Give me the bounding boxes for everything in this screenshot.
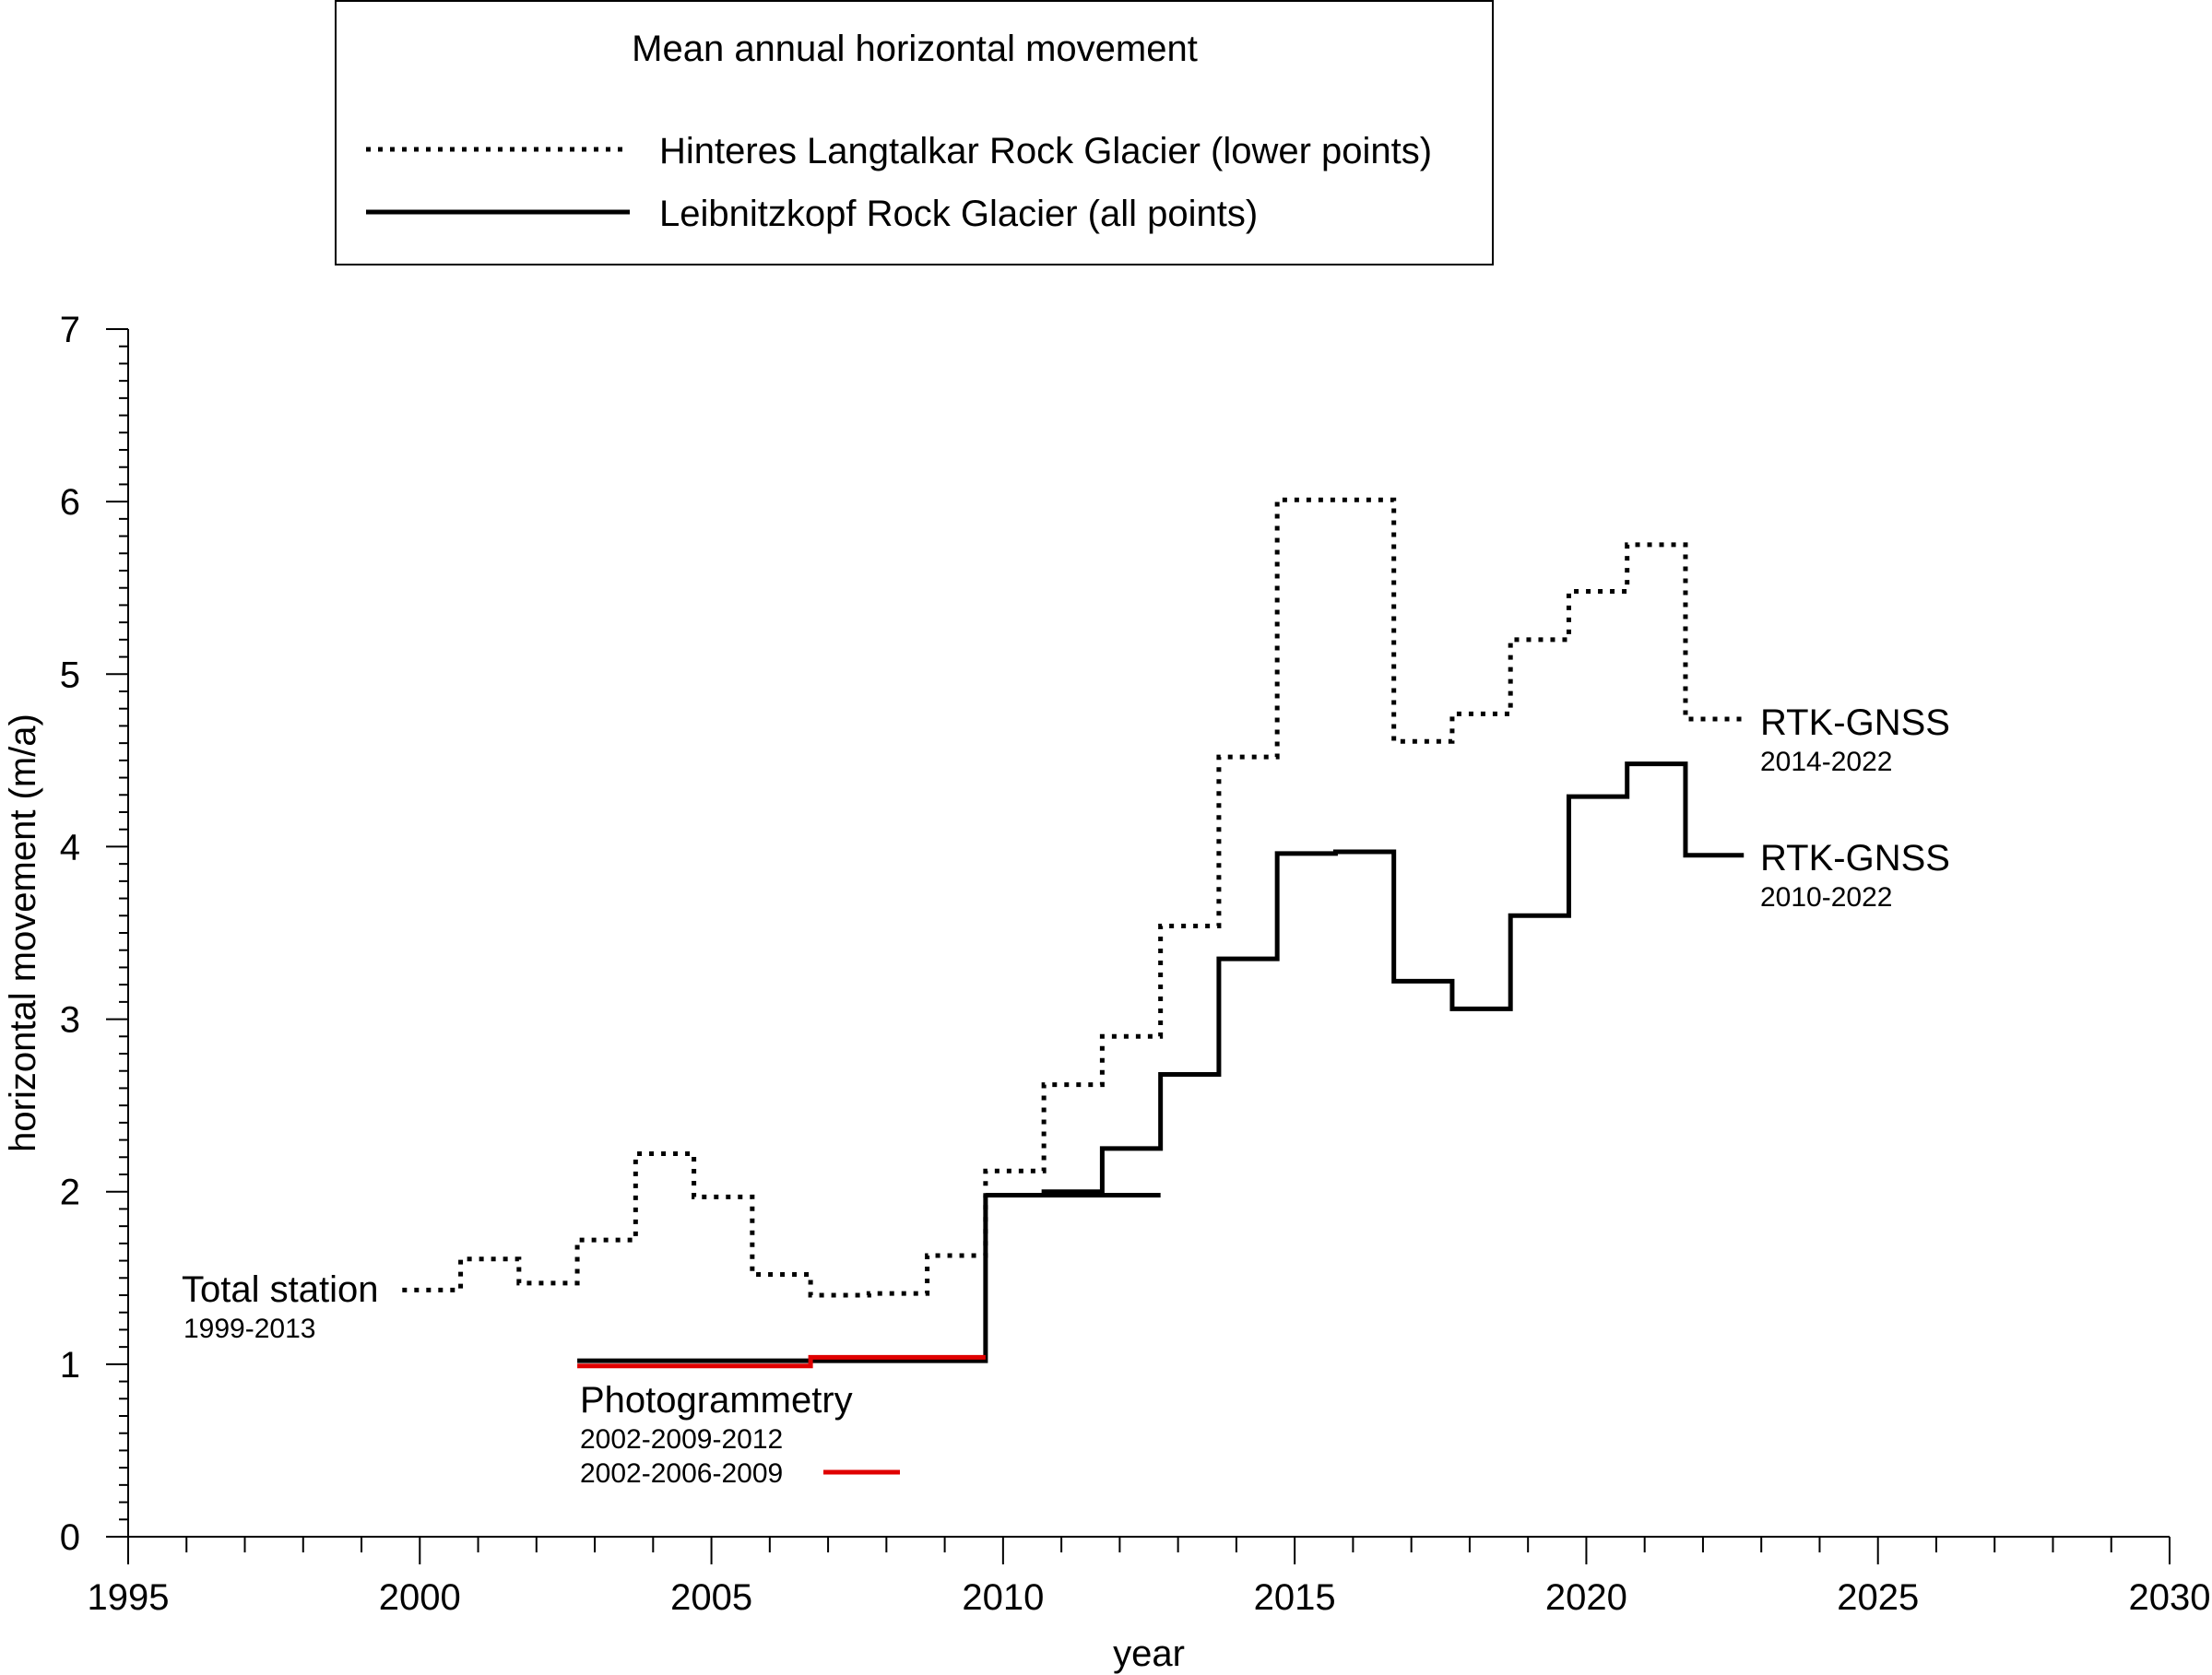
annotation-photo-title: Photogrammetry	[580, 1380, 853, 1421]
x-axis-label: year	[1113, 1634, 1185, 1674]
x-tick-label: 2015	[1254, 1577, 1336, 1618]
annotations: Total station 1999-2013 RTK-GNSS 2014-20…	[182, 702, 1950, 1489]
x-tick-label: 2000	[379, 1577, 461, 1618]
annotation-rtk2-years: 2010-2022	[1760, 882, 1892, 913]
y-tick-label: 5	[60, 655, 80, 695]
annotation-total-station-years: 1999-2013	[183, 1314, 315, 1344]
legend-box	[335, 0, 1494, 265]
axes	[127, 329, 2170, 1538]
y-tick-label: 7	[60, 310, 80, 350]
y-tick-label: 6	[60, 482, 80, 523]
annotation-photo-years-1: 2002-2009-2012	[580, 1424, 783, 1455]
y-tick-label: 2	[60, 1173, 80, 1213]
x-tick-label: 2025	[1837, 1577, 1919, 1618]
series-photogrammetry-2002-2009-2012	[577, 1195, 988, 1363]
y-tick-label: 4	[60, 827, 80, 867]
legend: Mean annual horizontal movement Hinteres…	[335, 0, 1494, 265]
series-leibnitzkopf-rock-glacier-all-points	[985, 761, 1745, 1197]
x-tick-label: 2030	[2129, 1577, 2211, 1618]
series-hinteres-langtalkar-rock-glacier-lower-points	[402, 497, 1745, 1298]
series-layer	[402, 497, 1745, 1369]
x-tick-label: 2010	[962, 1577, 1044, 1618]
annotation-total-station-title: Total station	[182, 1269, 378, 1310]
x-tick-label: 2005	[670, 1577, 752, 1618]
series-photogrammetry-2002-2006-2009	[577, 1354, 986, 1369]
legend-label-hinteres: Hinteres Langtalkar Rock Glacier (lower …	[659, 131, 1432, 171]
legend-title: Mean annual horizontal movement	[632, 29, 1198, 69]
annotation-photo-years-2: 2002-2006-2009	[580, 1458, 783, 1489]
legend-label-leibnitzkopf: Leibnitzkopf Rock Glacier (all points)	[659, 194, 1258, 234]
annotation-rtk2-title: RTK-GNSS	[1760, 838, 1950, 879]
annotation-rtk1-title: RTK-GNSS	[1760, 702, 1950, 743]
x-tick-label: 2020	[1545, 1577, 1627, 1618]
x-ticks: 1995 2000 2005 2010 2015 2020 2025 2030	[88, 1537, 2211, 1618]
annotation-rtk1-years: 2014-2022	[1760, 747, 1892, 777]
y-axis-label: horizontal movement (m/a)	[3, 714, 43, 1152]
y-tick-label: 1	[60, 1345, 80, 1386]
y-tick-label: 0	[60, 1517, 80, 1558]
y-tick-label: 3	[60, 1000, 80, 1041]
x-tick-label: 1995	[88, 1577, 170, 1618]
y-ticks: 0 1 2 3 4 5 6 7	[60, 310, 128, 1558]
